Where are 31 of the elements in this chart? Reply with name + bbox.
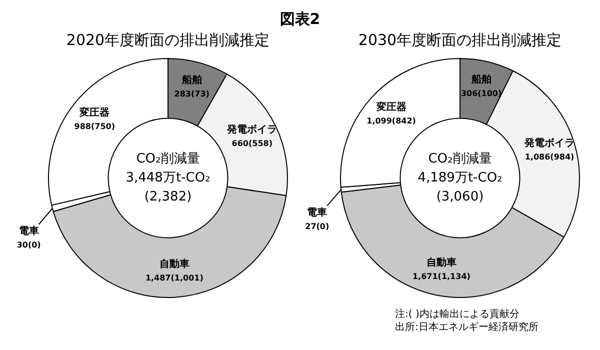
data-label: 1,099(842) [366,116,416,126]
text: 出所:日本エネルギー経済研究所 [395,321,540,334]
slice-label: 変圧器 [375,101,406,114]
slice-label: 電車 [307,206,328,218]
data-label: 1,086(984) [524,152,574,162]
text: 3,448万t-CO₂ [126,170,210,186]
slice-label: 発電ボイラ [524,137,575,150]
slice-label: 船舶 [180,74,202,86]
slice-label: 船舶 [470,73,492,86]
text: CO₂削減量 [136,151,200,166]
slice-label: 自動車 [426,256,456,268]
data-label: 988(750) [74,122,116,131]
slice-label: 発電ボイラ [226,124,278,136]
slice-label: 自動車 [159,258,190,270]
slice-label: 電車 [18,224,39,237]
data-label: 660(558) [232,139,273,148]
data-label: 1,487(1,001) [145,273,204,282]
text: (2,382) [144,189,192,204]
data-label: 283(73) [174,90,210,99]
slice-label: 変圧器 [78,106,110,118]
text: CO₂削減量 [428,151,492,166]
data-label: 27(0) [305,222,330,231]
data-label: 306(100) [460,88,502,98]
text: 図表2 [280,10,320,28]
data-label: 1,671(1,134) [412,272,470,281]
text: 注:( )内は輸出による貢献分 [395,308,520,321]
data-label: 30(0) [16,240,41,250]
text: 4,189万t-CO₂ [418,170,502,186]
chart-title: 2030年度断面の排出削減推定 [358,30,562,49]
text: (3,060) [436,189,484,204]
chart-title: 2020年度断面の排出削減推定 [66,30,270,49]
